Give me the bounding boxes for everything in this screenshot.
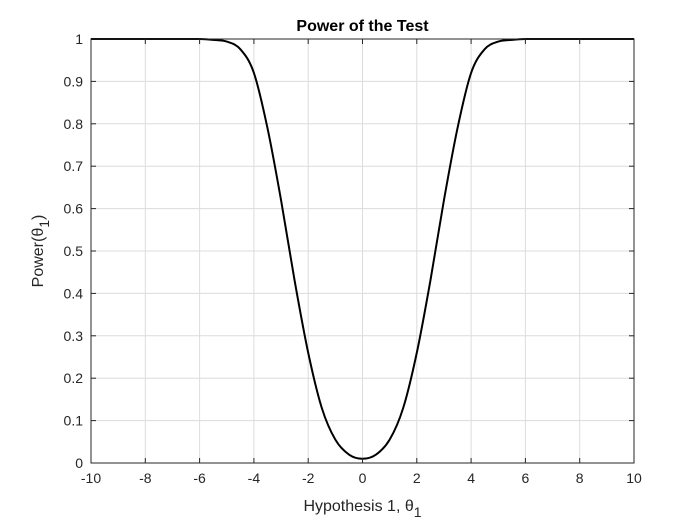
y-tick-label: 0.6	[64, 201, 84, 217]
x-tick-label: -6	[193, 470, 206, 486]
x-tick-label: -2	[302, 470, 315, 486]
x-tick-label: 8	[576, 470, 584, 486]
x-tick-label: 0	[359, 470, 367, 486]
y-tick-label: 1	[75, 31, 83, 47]
x-tick-label: -8	[139, 470, 152, 486]
tick-labels: -10 -8 -6 -4 -2 0 2 4 6 8 10 0 0.1 0.2 0.3 0.4 0.5 0.6 0.7…	[64, 31, 642, 486]
y-tick-label: 0.7	[64, 158, 84, 174]
y-tick-label: 0.9	[64, 73, 84, 89]
y-tick-label: 0.4	[64, 285, 84, 301]
y-tick-label: 0.3	[64, 328, 84, 344]
x-axis-label-text: Hypothesis 1, θ	[303, 498, 413, 515]
x-tick-label: 2	[413, 470, 421, 486]
x-tick-label: -4	[248, 470, 261, 486]
chart-title: Power of the Test	[296, 18, 429, 35]
y-tick-label: 0.2	[64, 370, 84, 386]
y-axis-label: Power(θ1)	[30, 215, 52, 288]
y-tick-label: 0.1	[64, 413, 84, 429]
y-axis-label-text: Power(θ	[30, 228, 47, 288]
y-tick-label: 0.5	[64, 243, 84, 259]
y-tick-label: 0.8	[64, 116, 84, 132]
y-tick-label: 0	[75, 455, 83, 471]
x-tick-label: -10	[81, 470, 101, 486]
y-axis-label-subscript: 1	[36, 220, 52, 228]
x-axis-label: Hypothesis 1, θ1	[303, 498, 421, 520]
y-axis-label-suffix: )	[30, 215, 47, 220]
x-tick-label: 4	[467, 470, 475, 486]
ticks	[90, 38, 635, 464]
x-tick-label: 10	[626, 470, 642, 486]
x-axis-label-subscript: 1	[414, 504, 422, 520]
x-tick-label: 6	[522, 470, 530, 486]
